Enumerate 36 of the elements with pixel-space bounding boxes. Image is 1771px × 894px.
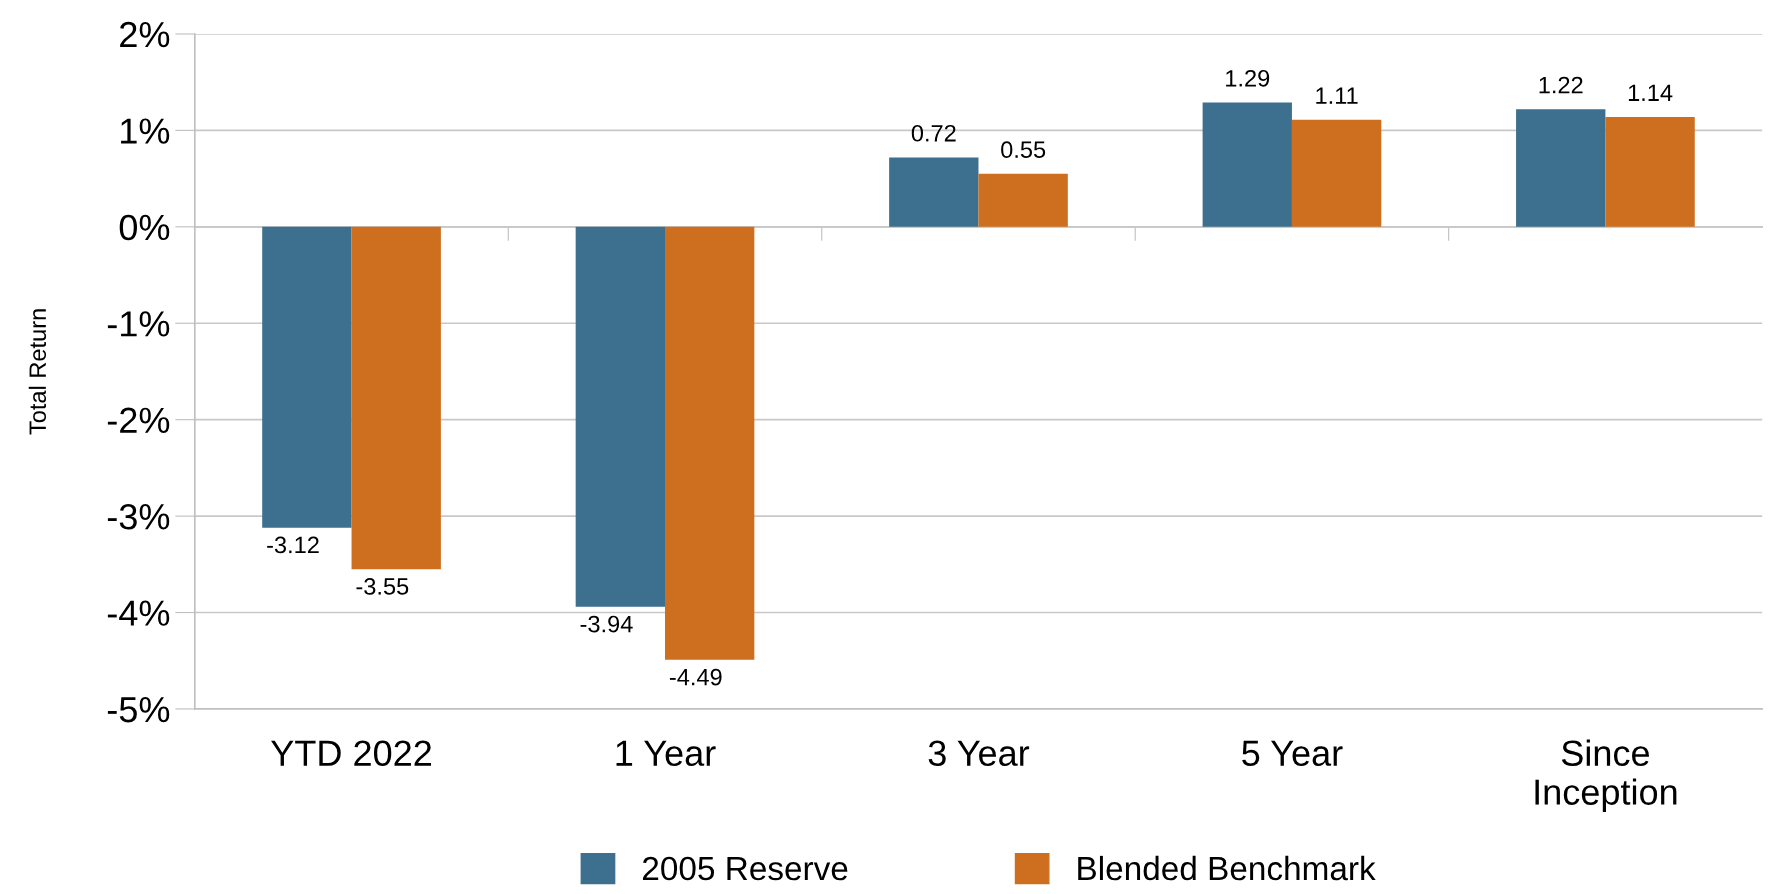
data-label: 1.29 xyxy=(1226,69,1270,87)
bar xyxy=(351,226,441,570)
y-tick-label: -2% xyxy=(107,407,170,433)
y-tick-label: 2% xyxy=(120,21,170,48)
bar xyxy=(1516,109,1606,227)
bar xyxy=(1291,119,1382,227)
bar xyxy=(1605,116,1695,227)
bar xyxy=(889,157,979,227)
bar xyxy=(978,173,1068,227)
data-label: -3.12 xyxy=(267,536,319,554)
x-tick-label: 1 Year xyxy=(616,740,716,767)
x-tick-label: 5 Year xyxy=(1242,740,1343,767)
data-label: -3.55 xyxy=(356,578,409,595)
y-tick-label: 1% xyxy=(121,118,170,144)
x-tick-label: Since Inception xyxy=(1535,739,1677,813)
y-tick-label: -5% xyxy=(107,696,170,723)
legend-label: Blended Benchmark xyxy=(1078,855,1376,881)
bar xyxy=(665,226,755,660)
data-label: 0.72 xyxy=(911,124,956,142)
y-tick-label: -4% xyxy=(107,600,170,626)
y-tick-label: -3% xyxy=(107,503,170,530)
legend-label: 2005 Reserve xyxy=(642,856,848,881)
x-tick-label: 3 Year xyxy=(928,740,1030,767)
y-tick-label: -1% xyxy=(107,311,170,337)
bar xyxy=(262,226,352,528)
y-tick-label: 0% xyxy=(119,214,170,241)
bar xyxy=(1202,102,1292,227)
bar xyxy=(575,226,666,607)
data-label: -3.94 xyxy=(580,615,633,633)
y-axis-title: Total Return xyxy=(28,309,47,435)
x-tick-label: YTD 2022 xyxy=(271,740,432,767)
data-label: 1.14 xyxy=(1628,84,1673,101)
data-label: 1.22 xyxy=(1539,76,1583,94)
data-label: 1.11 xyxy=(1316,87,1358,104)
data-label: -4.49 xyxy=(669,668,722,686)
data-label: 0.55 xyxy=(1001,141,1046,159)
